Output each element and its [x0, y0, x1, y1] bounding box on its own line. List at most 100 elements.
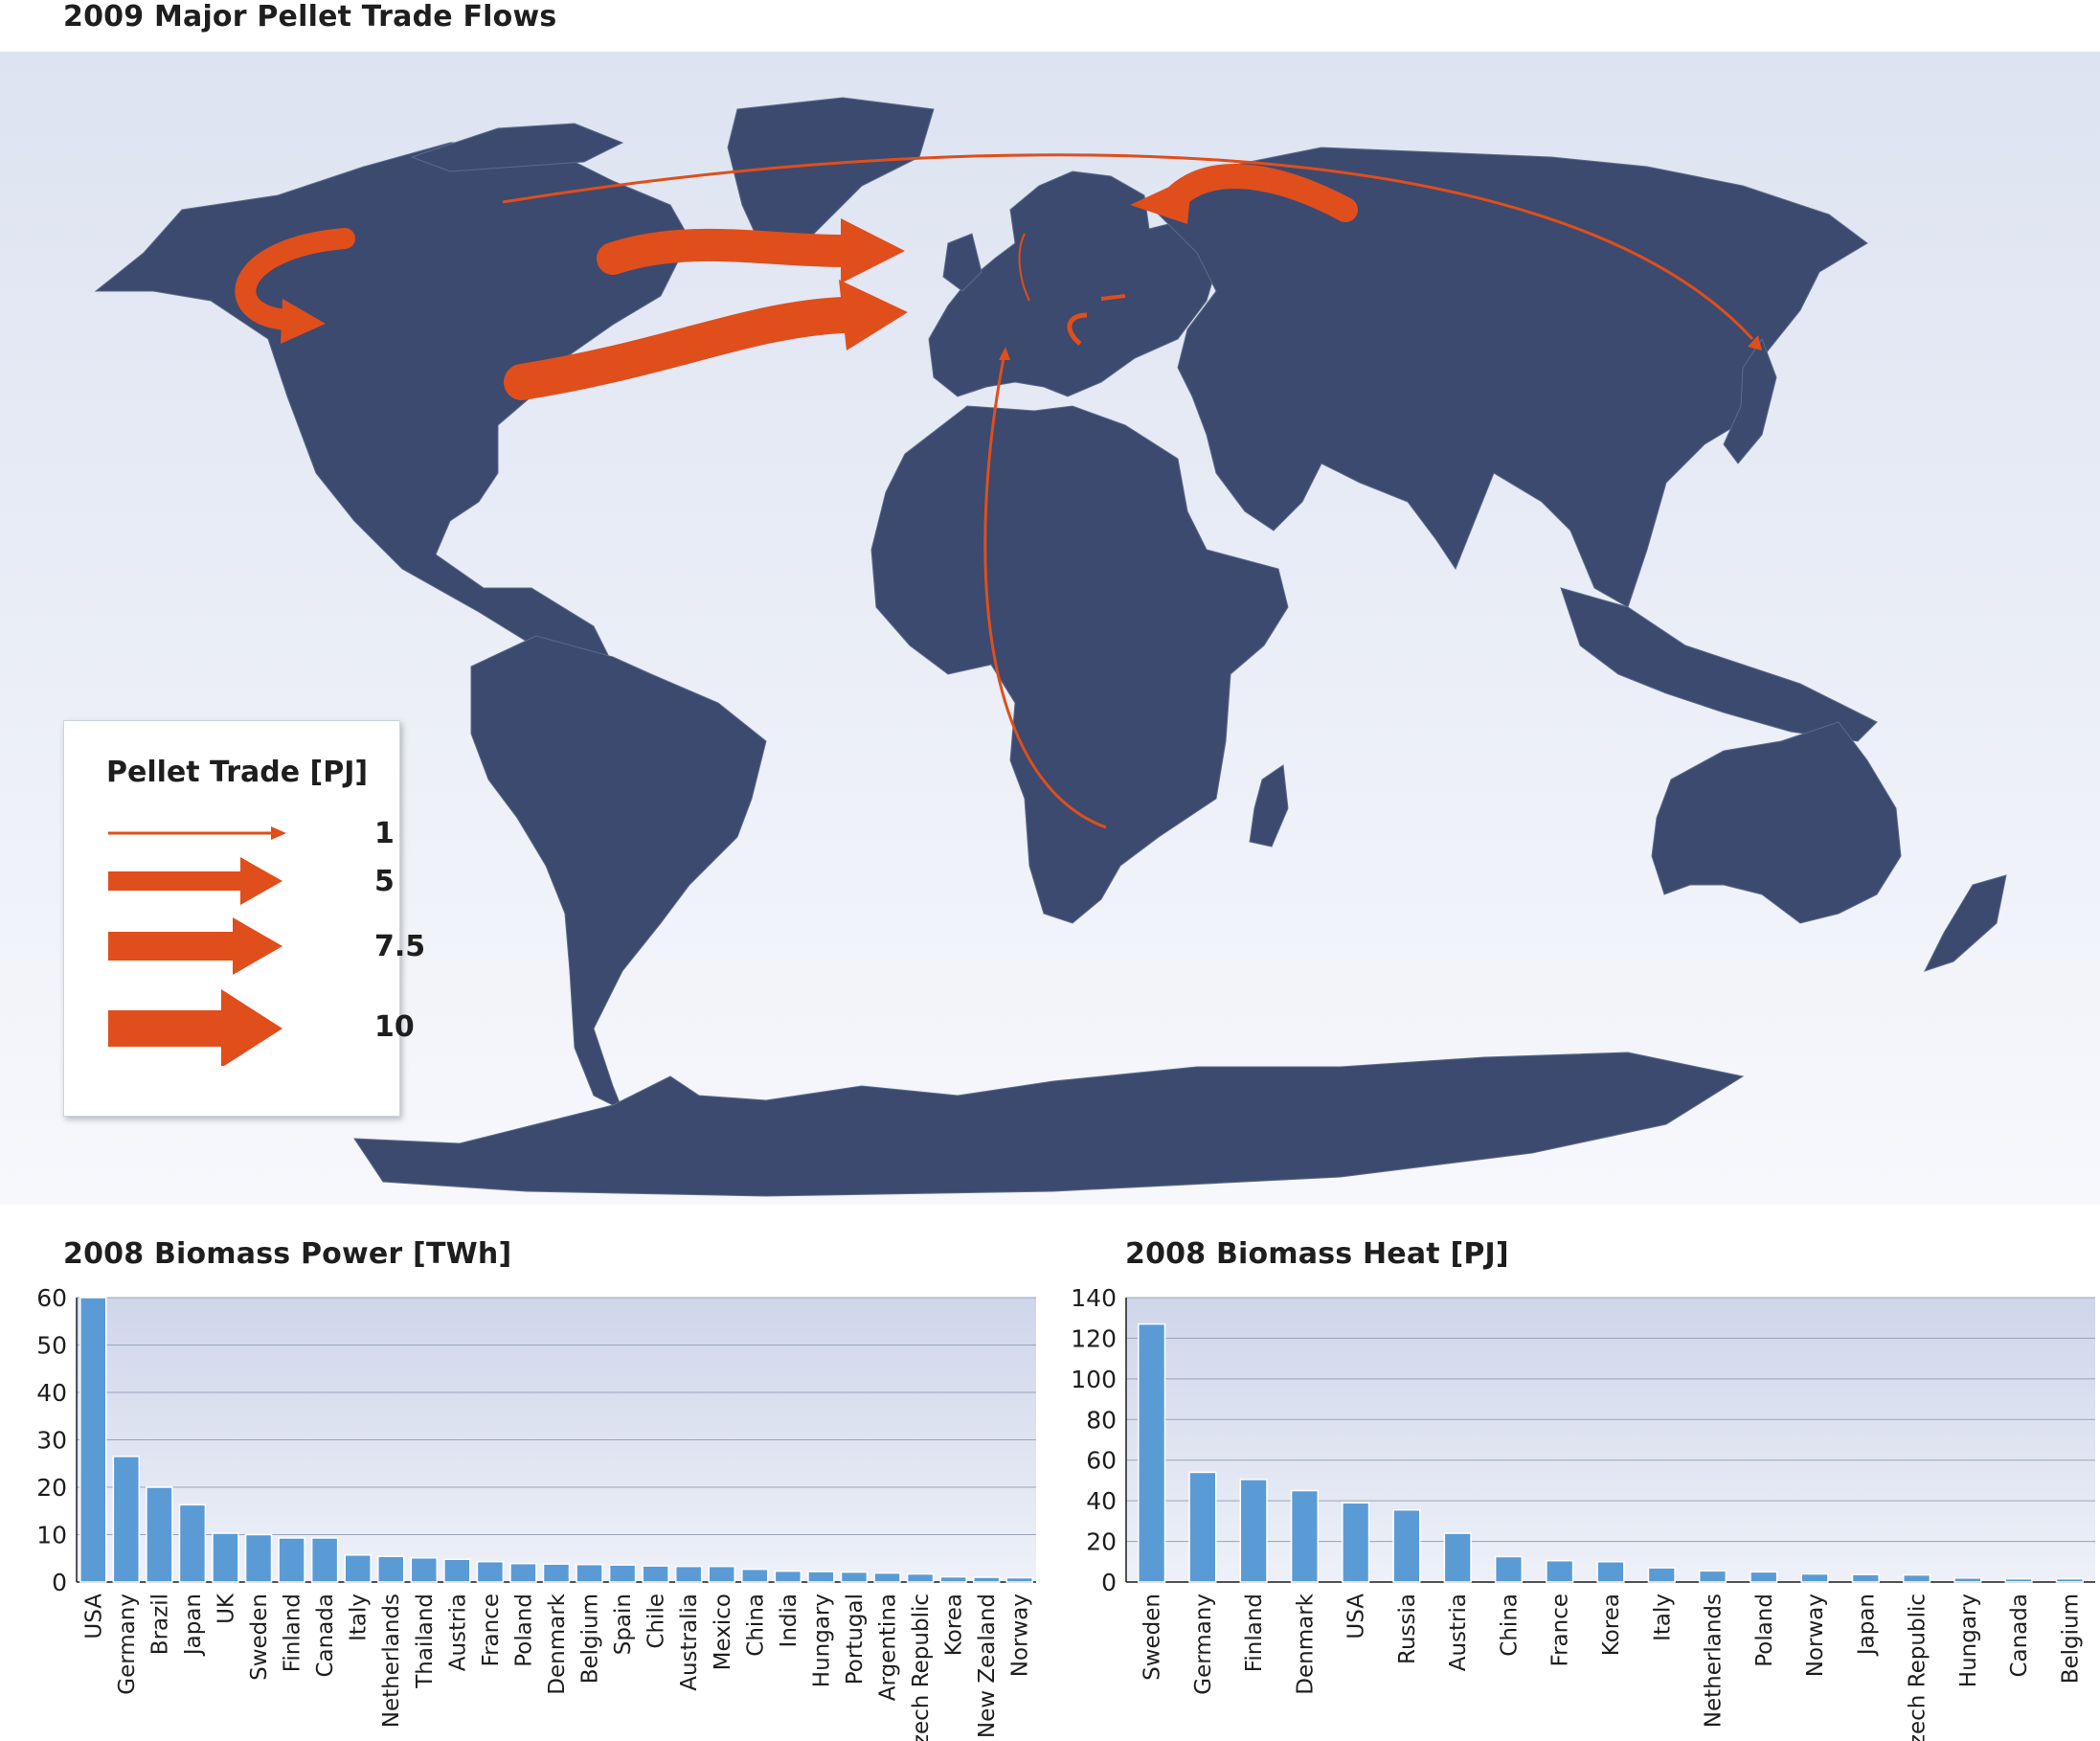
- bar: [642, 1565, 669, 1583]
- bar: [840, 1571, 869, 1583]
- legend-arrow-5: [108, 857, 282, 905]
- bar: [1005, 1576, 1033, 1583]
- bar: [112, 1456, 141, 1583]
- bar: [1698, 1570, 1727, 1583]
- x-tick-label: Canada: [313, 1594, 338, 1678]
- x-tick-label: Japan: [1854, 1594, 1879, 1657]
- greenland: [727, 97, 935, 259]
- bar: [1546, 1559, 1574, 1583]
- bar: [244, 1533, 273, 1583]
- x-tick-label: Germany: [115, 1594, 140, 1695]
- flow-russia-to-baltic-head: [1130, 176, 1192, 224]
- y-tick-label: 100: [1071, 1366, 1117, 1393]
- legend-label-1: 1: [374, 817, 395, 850]
- bar: [1647, 1567, 1676, 1583]
- x-tick-label: Mexico: [711, 1594, 735, 1670]
- x-tick-label: Austria: [1446, 1594, 1471, 1671]
- legend-row-7-5: 7.5: [108, 913, 425, 980]
- flow-canada-to-europe: [597, 228, 859, 275]
- x-tick-label: Korea: [1599, 1594, 1624, 1656]
- asia: [1148, 147, 1868, 608]
- x-tick-label: Thailand: [413, 1594, 438, 1689]
- y-tick-label: 140: [1071, 1284, 1117, 1312]
- flow-russia-to-baltic: [1165, 164, 1358, 222]
- bar: [443, 1558, 471, 1583]
- y-tick-label: 20: [36, 1474, 67, 1502]
- flow-intra-europe-2: [1018, 233, 1030, 302]
- x-tick-label: Denmark: [1293, 1593, 1318, 1694]
- y-tick-label: 10: [36, 1522, 67, 1549]
- x-tick-label: New Zealand: [975, 1594, 1000, 1738]
- bar: [1443, 1532, 1472, 1583]
- x-tick-label: Germany: [1191, 1594, 1216, 1695]
- continents: [94, 97, 2007, 1197]
- x-tick-label: Hungary: [1956, 1594, 1981, 1687]
- bar: [939, 1575, 967, 1583]
- x-tick-label: Finland: [281, 1594, 305, 1672]
- flow-canada-to-japan: [502, 153, 1754, 341]
- x-tick-label: Poland: [1752, 1594, 1777, 1667]
- plot-area: [1126, 1298, 2095, 1582]
- bar: [1596, 1561, 1625, 1583]
- bar: [1494, 1555, 1524, 1583]
- x-tick-label: Japan: [181, 1594, 206, 1657]
- x-tick-label: China: [743, 1594, 768, 1657]
- south-america: [470, 635, 767, 1112]
- legend-label-5: 5: [374, 865, 395, 898]
- x-tick-label: Canada: [2007, 1594, 2032, 1678]
- bar: [1188, 1471, 1217, 1583]
- power-chart-title: 2008 Biomass Power [TWh]: [63, 1237, 512, 1271]
- map-legend: Pellet Trade [PJ] 1 5 7.5: [63, 720, 425, 1117]
- flow-south-africa-to-europe-head: [999, 347, 1010, 360]
- x-tick-label: India: [777, 1594, 802, 1647]
- x-tick-label: France: [1548, 1594, 1573, 1666]
- bar: [2004, 1577, 2033, 1583]
- x-tick-label: USA: [1344, 1594, 1369, 1639]
- legend-row-10: 10: [108, 989, 415, 1068]
- x-tick-label: Argentina: [876, 1594, 901, 1701]
- x-tick-label: Australia: [677, 1594, 702, 1691]
- legend-arrow-1: [108, 826, 286, 840]
- canadian-arctic-islands: [410, 123, 624, 172]
- y-tick-label: 0: [1101, 1569, 1117, 1596]
- legend-arrow-7-5: [108, 917, 282, 975]
- bar: [79, 1297, 107, 1583]
- flow-usa-to-europe: [504, 297, 861, 400]
- bar: [410, 1557, 439, 1583]
- heat-chart-title: 2008 Biomass Heat [PJ]: [1125, 1237, 1509, 1271]
- y-tick-label: 60: [36, 1284, 67, 1312]
- x-tick-label: France: [479, 1594, 504, 1666]
- x-tick-label: China: [1497, 1594, 1522, 1657]
- x-tick-label: Hungary: [809, 1594, 834, 1687]
- bar: [1800, 1572, 1829, 1583]
- x-tick-label: Belgium: [2058, 1594, 2083, 1684]
- x-tick-label: Chile: [644, 1594, 669, 1649]
- x-tick-label: Czech Republic: [1906, 1594, 1931, 1741]
- x-tick-label: Austria: [445, 1594, 470, 1671]
- x-tick-label: Italy: [347, 1594, 372, 1641]
- flow-baltic-to-central-europe: [1100, 294, 1126, 301]
- x-tick-label: Brazil: [147, 1594, 172, 1655]
- map-title: 2009 Major Pellet Trade Flows: [63, 0, 557, 34]
- trade-arrows: [235, 153, 1762, 829]
- legend-row-5: 5: [108, 848, 395, 915]
- y-tick-label: 50: [36, 1332, 67, 1360]
- bar: [377, 1555, 405, 1583]
- flow-west-canada-to-usa-head: [281, 299, 326, 344]
- legend-label-7-5: 7.5: [374, 930, 426, 963]
- legend-title: Pellet Trade [PJ]: [106, 756, 369, 789]
- flow-usa-to-europe-head: [839, 280, 908, 350]
- x-tick-label: Sweden: [1140, 1594, 1165, 1681]
- bar: [1392, 1508, 1421, 1583]
- legend-label-10: 10: [374, 1010, 415, 1044]
- x-tick-label: Netherlands: [1702, 1594, 1727, 1728]
- x-tick-label: Sweden: [247, 1594, 272, 1681]
- bar: [608, 1564, 637, 1583]
- bar: [674, 1565, 703, 1583]
- bar: [807, 1571, 835, 1583]
- world-map: Pellet Trade [PJ] 1 5 7.5: [0, 52, 2100, 1205]
- bar: [2055, 1577, 2084, 1583]
- legend-arrow-10: [108, 989, 282, 1068]
- bar: [212, 1532, 239, 1583]
- new-zealand: [1924, 874, 2007, 972]
